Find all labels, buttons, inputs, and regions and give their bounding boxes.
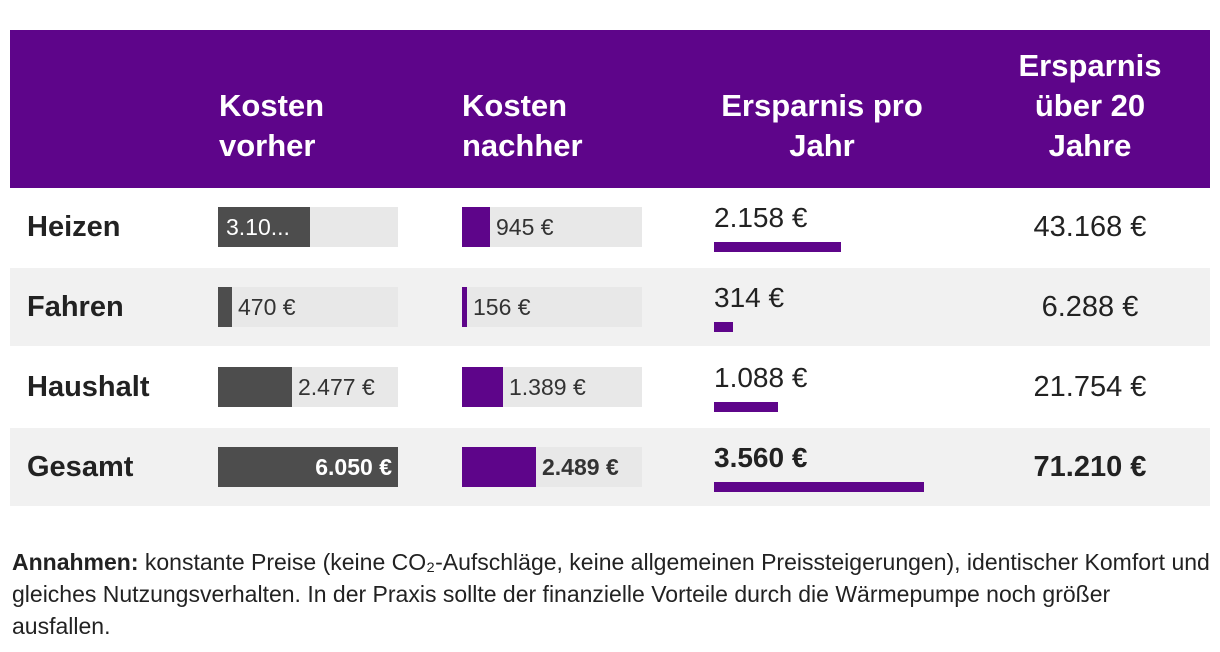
savings-bar [714,482,924,492]
header-ersparnis-jahr: Ersparnis pro Jahr [715,86,929,166]
header-line: Jahre [1048,128,1132,163]
bar-vorher [218,287,232,327]
assumptions-note: Annahmen: konstante Preise (keine CO₂-Au… [12,546,1212,642]
savings-bar [714,322,733,332]
table-total-row: Gesamt 6.050 € 2.489 € 3.560 € 71.210 € [10,428,1210,508]
header-line: Ersparnis pro [721,88,923,123]
bar-label-nachher: 2.489 € [542,454,619,480]
savings-value: 3.560 € [714,442,808,473]
bar-label-nachher: 156 € [473,294,531,320]
bar-vorher [218,447,398,487]
bar-vorher [218,207,310,247]
bar-track-vorher: 470 € [218,287,398,327]
bar-track-vorher: 3.10... [218,207,398,247]
header-line: nachher [462,128,583,163]
bar-label-nachher: 945 € [496,214,554,240]
savings-20-years-value: 43.168 € [1033,211,1147,243]
savings-bar [714,402,778,412]
row-label: Haushalt [27,371,150,403]
bar-nachher [462,287,467,327]
bar-nachher [462,207,490,247]
bar-track-vorher: 2.477 € [218,367,398,407]
header-kosten-nachher: Kosten nachher [462,86,583,166]
header-ersparnis-20-jahre: Ersparnis über 20 Jahre [975,46,1205,166]
bar-track-vorher: 6.050 € [218,447,398,487]
bar-track-nachher: 1.389 € [462,367,642,407]
header-line: über 20 [1034,88,1146,123]
savings-20-years-value: 71.210 € [1033,451,1147,483]
savings-20-years-value: 6.288 € [1041,291,1139,323]
note-text: konstante Preise (keine CO₂-Aufschläge, … [12,549,1210,639]
row-label: Gesamt [27,451,134,483]
header-line: vorher [219,128,316,163]
bar-nachher [462,447,536,487]
savings-value: 1.088 € [714,362,808,393]
savings-20-years-value: 21.754 € [1033,371,1147,403]
bar-track-nachher: 945 € [462,207,642,247]
row-label: Fahren [27,291,124,323]
table-row: Fahren 470 € 156 € 314 € 6.288 € [10,268,1210,348]
savings-value: 314 € [714,282,785,313]
savings-table: Kosten vorher Kosten nachher Ersparnis p… [10,30,1210,508]
table-row: Heizen 3.10... 945 € 2.158 € 43.168 € [10,188,1210,268]
table-row: Haushalt 2.477 € 1.389 € 1.088 € 21.754 € [10,348,1210,428]
table-body: Heizen 3.10... 945 € 2.158 € 43.168 € Fahren 4… [10,188,1210,508]
table-header: Kosten vorher Kosten nachher Ersparnis p… [10,30,1210,188]
header-line: Ersparnis [1018,48,1162,83]
note-label: Annahmen: [12,549,139,575]
bar-nachher [462,367,503,407]
bar-label-vorher: 2.477 € [298,374,375,400]
bar-vorher [218,367,292,407]
bar-label-nachher: 1.389 € [509,374,586,400]
savings-value: 2.158 € [714,202,808,233]
bar-track-nachher: 2.489 € [462,447,642,487]
bar-label-vorher: 470 € [238,294,296,320]
bar-track-nachher: 156 € [462,287,642,327]
header-line: Kosten [219,88,325,123]
header-line: Jahr [789,128,855,163]
savings-bar [714,242,841,252]
header-kosten-vorher: Kosten vorher [219,86,324,166]
bar-label-vorher: 6.050 € [315,454,392,480]
header-line: Kosten [462,88,568,123]
bar-label-vorher: 3.10... [226,214,290,240]
row-label: Heizen [27,211,121,243]
